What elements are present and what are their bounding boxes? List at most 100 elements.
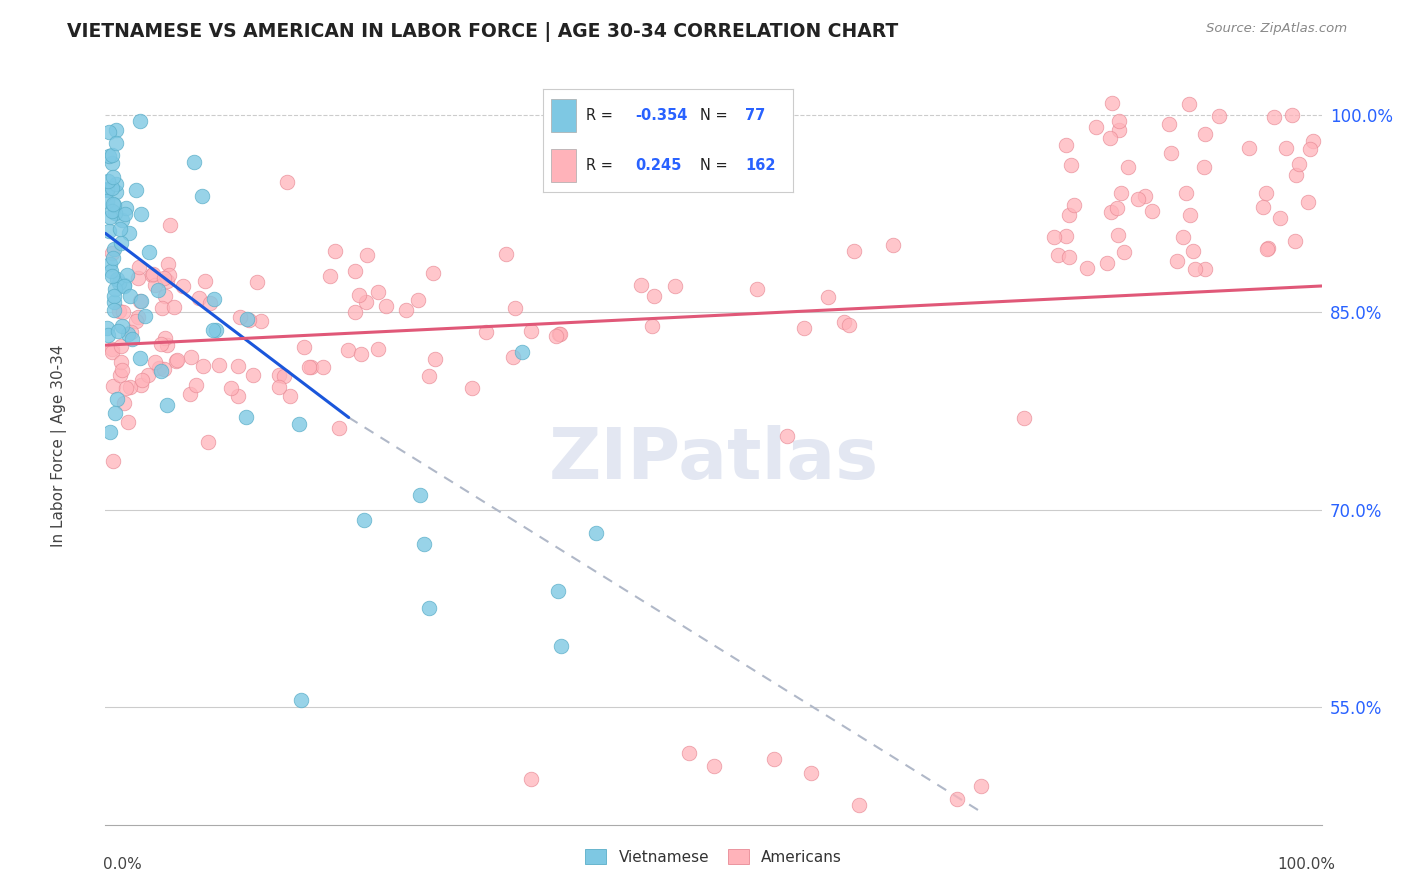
Point [107,324,129,338]
Point [103,169,125,184]
Point [343,263,366,277]
Point [101,148,124,162]
Point [1111,186,1133,200]
Text: 0.0%: 0.0% [103,857,142,872]
Point [350,347,373,361]
Point [461,381,484,395]
Point [100,342,122,356]
Point [238,313,260,327]
Point [776,429,799,443]
Point [127,270,149,285]
Point [121,332,143,346]
Point [1160,145,1182,160]
Point [179,387,201,401]
Point [520,772,543,786]
Point [187,291,209,305]
Point [100,264,122,278]
Point [153,362,176,376]
Point [1281,108,1303,122]
Point [198,296,221,310]
Text: VIETNAMESE VS AMERICAN IN LABOR FORCE | AGE 30-34 CORRELATION CHART: VIETNAMESE VS AMERICAN IN LABOR FORCE | … [67,22,898,42]
Point [347,288,370,302]
Point [101,268,124,283]
Point [114,381,136,395]
Point [108,221,131,235]
Point [1257,241,1279,255]
Point [1043,230,1066,244]
Point [112,278,135,293]
Point [1097,255,1119,269]
Point [643,289,665,303]
Point [343,305,366,319]
Point [110,355,132,369]
Point [367,285,389,299]
Point [1288,157,1310,171]
Point [219,381,242,395]
Point [150,301,173,315]
Point [136,368,159,382]
Point [105,392,128,406]
Point [103,242,125,256]
Point [1076,260,1098,275]
Point [96,321,118,335]
Point [1135,188,1157,202]
Point [1239,141,1261,155]
Point [156,337,179,351]
Point [103,303,125,318]
Text: Source: ZipAtlas.com: Source: ZipAtlas.com [1206,22,1347,36]
Point [278,389,301,403]
Point [1099,205,1122,219]
Point [418,601,440,615]
Point [104,407,127,421]
Legend: Vietnamese, Americans: Vietnamese, Americans [579,843,848,871]
Point [104,282,127,296]
Point [131,373,153,387]
Point [101,203,124,218]
Point [1126,192,1149,206]
Point [838,318,860,333]
Point [226,389,249,403]
Point [112,277,135,292]
Point [235,409,257,424]
Point [408,293,430,308]
Point [118,289,141,303]
Point [312,359,335,374]
Point [1171,229,1194,244]
Point [418,369,440,384]
Point [159,219,181,233]
Point [1012,410,1035,425]
Point [520,324,543,338]
Point [1194,127,1216,141]
Point [817,289,839,303]
Point [191,188,214,202]
Point [1112,245,1135,260]
Point [1180,208,1202,222]
Point [226,359,249,374]
Point [150,364,173,378]
Point [1194,261,1216,276]
Point [125,183,148,197]
Point [97,125,120,139]
Point [1274,141,1296,155]
Point [103,289,125,303]
Point [150,336,173,351]
Point [180,350,202,364]
Point [547,327,569,342]
Point [1107,227,1129,242]
Point [105,136,128,151]
Point [1105,201,1128,215]
Point [115,268,138,282]
Point [550,639,572,653]
Point [103,198,125,212]
Point [367,343,389,357]
Point [101,378,124,392]
Point [191,359,214,374]
Point [129,294,152,309]
Point [585,526,607,541]
Point [100,344,122,359]
Point [1182,244,1205,258]
Point [1060,158,1083,172]
Point [664,278,686,293]
Text: In Labor Force | Age 30-34: In Labor Force | Age 30-34 [51,344,67,548]
Point [290,693,312,707]
